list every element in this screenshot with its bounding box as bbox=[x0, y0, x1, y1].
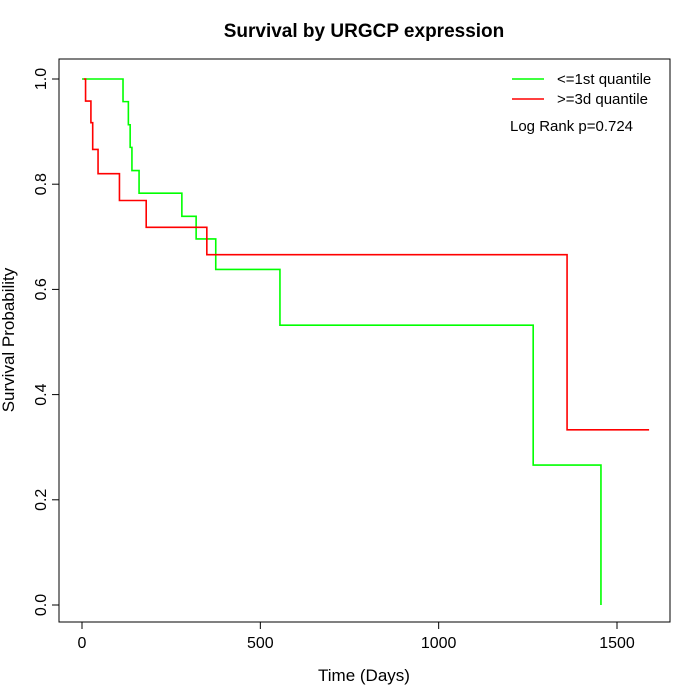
y-tick-label: 0.0 bbox=[33, 594, 50, 616]
y-axis-label: Survival Probability bbox=[0, 267, 18, 412]
x-tick-label: 1500 bbox=[599, 635, 635, 652]
series-1-curve bbox=[82, 78, 602, 605]
x-axis-label: Time (Days) bbox=[318, 666, 410, 685]
y-tick-label: 0.6 bbox=[33, 278, 50, 300]
y-tick-label: 0.4 bbox=[33, 383, 50, 405]
y-tick-label: 0.2 bbox=[33, 489, 50, 511]
x-tick-label: 500 bbox=[247, 635, 274, 652]
log-rank-annotation: Log Rank p=0.724 bbox=[510, 118, 633, 135]
chart-title: Survival by URGCP expression bbox=[224, 21, 505, 42]
series-2-curve bbox=[83, 78, 650, 431]
x-axis: 0 500 1000 1500 bbox=[78, 621, 635, 652]
y-tick-label: 1.0 bbox=[33, 68, 50, 90]
x-tick-label: 0 bbox=[78, 635, 87, 652]
y-tick-label: 0.8 bbox=[33, 173, 50, 195]
x-tick-label: 1000 bbox=[421, 635, 457, 652]
plot-frame bbox=[58, 58, 671, 623]
legend-label-1: <=1st quantile bbox=[557, 71, 651, 88]
legend-label-2: >=3d quantile bbox=[557, 91, 648, 108]
legend: <=1st quantile >=3d quantile bbox=[512, 71, 651, 108]
series-layer bbox=[82, 78, 650, 605]
y-axis: 0.0 0.2 0.4 0.6 0.8 1.0 bbox=[33, 68, 60, 616]
